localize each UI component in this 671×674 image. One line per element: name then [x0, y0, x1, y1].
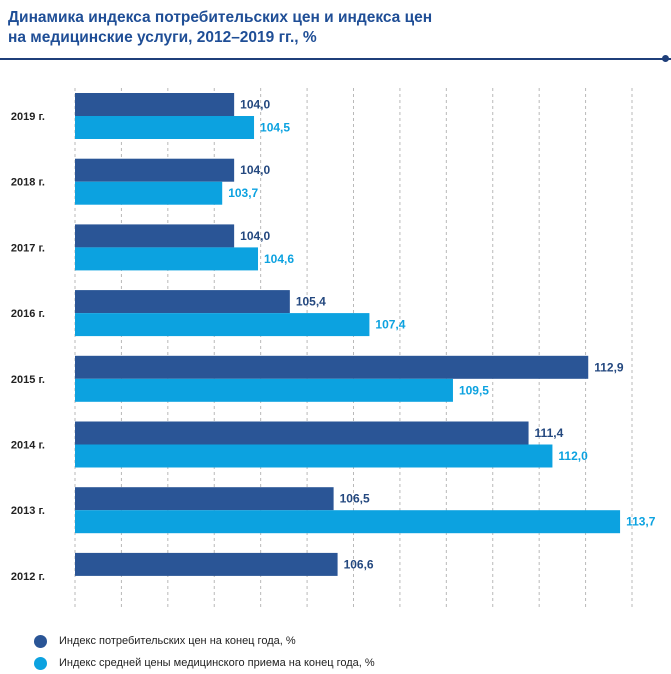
bar-cpi	[75, 421, 529, 445]
category-label: 2018 г.	[11, 177, 45, 189]
legend-label-medical: Индекс средней цены медицинского приема …	[59, 657, 375, 669]
category-label: 2013 г.	[11, 505, 45, 517]
bar-cpi	[75, 487, 334, 511]
data-label-cpi: 106,5	[340, 492, 370, 506]
data-label-cpi: 104,0	[240, 98, 270, 112]
data-label-medical: 113,7	[626, 515, 656, 529]
bar-medical	[75, 181, 223, 205]
bar-medical	[75, 116, 255, 139]
data-label-medical: 103,7	[228, 186, 258, 200]
data-label-medical: 112,0	[558, 449, 588, 463]
bar-cpi	[75, 355, 589, 379]
bar-cpi	[75, 224, 235, 248]
category-label: 2015 г.	[11, 374, 45, 386]
legend-swatch-medical	[34, 656, 47, 670]
data-label-cpi: 104,0	[240, 229, 270, 243]
data-label-cpi: 106,6	[344, 557, 374, 571]
category-label: 2017 г.	[11, 242, 45, 254]
category-label: 2012 г.	[11, 571, 45, 583]
category-label: 2016 г.	[11, 308, 45, 320]
legend-item-cpi: Индекс потребительских цен на конец года…	[34, 630, 375, 652]
bar-medical	[75, 313, 370, 337]
bar-medical	[75, 378, 453, 402]
data-label-medical: 104,5	[260, 121, 290, 135]
data-label-medical: 107,4	[375, 318, 405, 332]
data-label-cpi: 104,0	[240, 163, 270, 177]
title-divider	[0, 58, 671, 60]
data-label-medical: 104,6	[264, 252, 294, 266]
bar-cpi	[75, 158, 235, 182]
legend: Индекс потребительских цен на конец года…	[34, 630, 375, 674]
legend-item-medical: Индекс средней цены медицинского приема …	[34, 652, 375, 674]
legend-label-cpi: Индекс потребительских цен на конец года…	[59, 635, 296, 647]
bar-cpi	[75, 552, 338, 576]
data-label-cpi: 112,9	[594, 360, 624, 374]
bar-cpi	[75, 290, 290, 314]
chart-title: Динамика индекса потребительских цен и и…	[8, 8, 648, 48]
data-label-medical: 109,5	[459, 383, 489, 397]
category-label: 2019 г.	[11, 111, 45, 123]
legend-swatch-cpi	[34, 634, 47, 648]
title-divider-dot	[662, 55, 669, 62]
bar-cpi	[75, 93, 235, 116]
data-label-cpi: 111,4	[535, 426, 564, 440]
category-label: 2014 г.	[11, 440, 45, 452]
bar-medical	[75, 247, 259, 271]
chart-title-line-1: Динамика индекса потребительских цен и и…	[8, 9, 433, 26]
data-label-cpi: 105,4	[296, 295, 326, 309]
bar-medical	[75, 444, 553, 468]
bar-medical	[75, 510, 621, 534]
chart-title-line-2: на медицинские услуги, 2012–2019 гг., %	[8, 29, 317, 46]
